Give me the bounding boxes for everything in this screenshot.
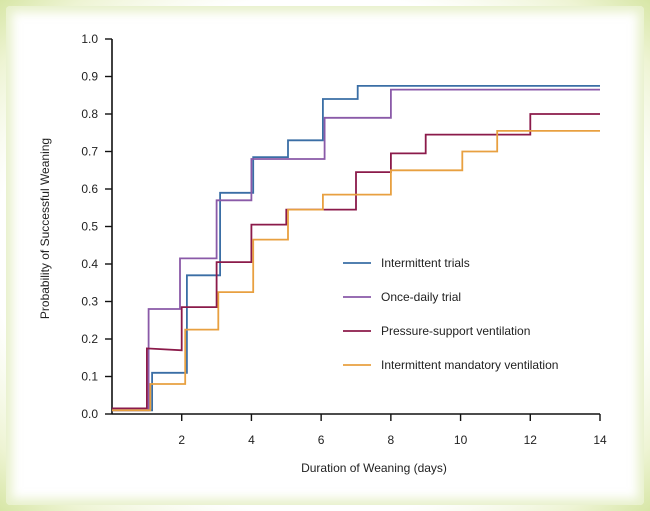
y-tick-label: 0.8 (81, 107, 98, 121)
legend-label: Once-daily trial (381, 290, 461, 304)
y-tick-label: 0.9 (81, 70, 98, 84)
x-tick-label: 4 (248, 433, 255, 447)
series-line-intermittent-mandatory-ventilation (112, 129, 600, 412)
x-tick-label: 12 (524, 433, 538, 447)
y-tick-label: 0.3 (81, 295, 98, 309)
y-tick-label: 1.0 (81, 32, 98, 46)
y-axis-title: Probability of Successful Weaning (38, 138, 52, 319)
series-line-pressure-support-ventilation (112, 113, 600, 410)
x-tick-label: 2 (178, 433, 185, 447)
axes: 0.0 0.1 0.2 0.3 0.4 0.5 0.6 0.7 0.8 0.9 1.0 2 4 6 8 10 1… (81, 32, 607, 447)
y-tick-label: 0.2 (81, 332, 98, 346)
x-tick-label: 14 (593, 433, 607, 447)
legend-label: Intermittent mandatory ventilation (381, 358, 558, 372)
y-tick-label: 0.0 (81, 407, 98, 421)
x-axis-title: Duration of Weaning (days) (301, 461, 447, 475)
series-line-once-daily-trial (112, 88, 600, 412)
y-tick-label: 0.1 (81, 370, 98, 384)
legend-label: Pressure-support ventilation (381, 324, 530, 338)
x-tick-label: 10 (454, 433, 468, 447)
series-line-intermittent-trials (112, 85, 600, 412)
y-tick-label: 0.5 (81, 220, 98, 234)
y-tick-label: 0.4 (81, 257, 98, 271)
y-tick-label: 0.6 (81, 182, 98, 196)
x-tick-label: 6 (318, 433, 325, 447)
series-layer (112, 85, 600, 412)
legend: Intermittent trials Once-daily trial Press… (343, 256, 558, 372)
legend-label: Intermittent trials (381, 256, 470, 270)
x-tick-label: 8 (388, 433, 395, 447)
y-tick-label: 0.7 (81, 145, 98, 159)
